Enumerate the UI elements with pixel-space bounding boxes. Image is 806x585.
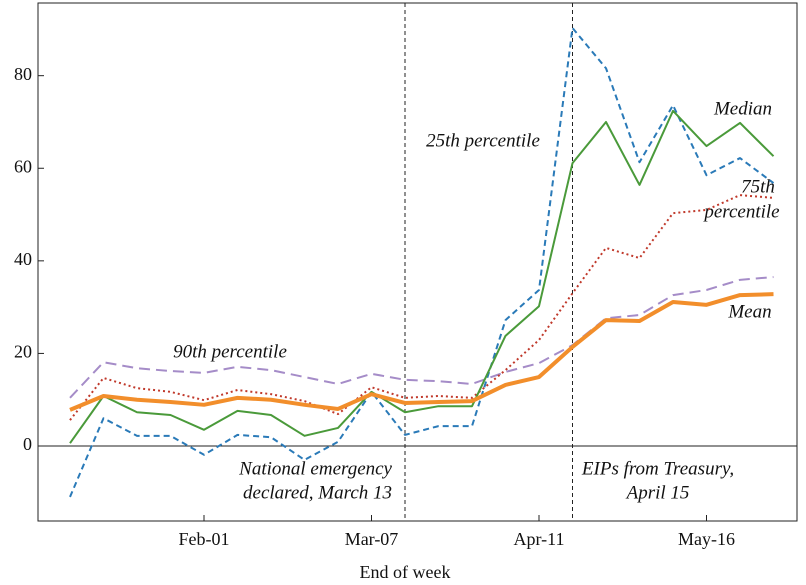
annotation: April 15 [625, 482, 690, 503]
series-line [69, 26, 775, 498]
y-tick-label: 20 [14, 342, 32, 362]
series-line [69, 194, 774, 421]
y-tick-label: 0 [23, 434, 32, 454]
annotation: Mean [727, 301, 771, 322]
y-tick-label: 80 [14, 64, 32, 84]
annotation: percentile [702, 201, 779, 222]
x-tick-label: Mar-07 [345, 529, 399, 549]
x-tick-label: Apr-11 [514, 529, 565, 549]
annotation: National emergency [238, 458, 392, 479]
annotation: 75th [741, 176, 775, 197]
x-tick-label: May-16 [678, 529, 735, 549]
annotation: declared, March 13 [243, 482, 392, 503]
y-tick-label: 60 [14, 156, 32, 176]
annotation: 25th percentile [426, 130, 540, 151]
annotation: Median [713, 98, 772, 119]
plot-frame [37, 2, 798, 522]
y-tick-label: 40 [14, 249, 32, 269]
annotation: 90th percentile [173, 341, 287, 362]
x-axis-label: End of week [360, 562, 451, 582]
series-line [69, 292, 774, 412]
annotation: EIPs from Treasury, [581, 458, 734, 479]
series-line [69, 109, 775, 444]
x-tick-label: Feb-01 [179, 529, 230, 549]
series-line [69, 276, 774, 399]
